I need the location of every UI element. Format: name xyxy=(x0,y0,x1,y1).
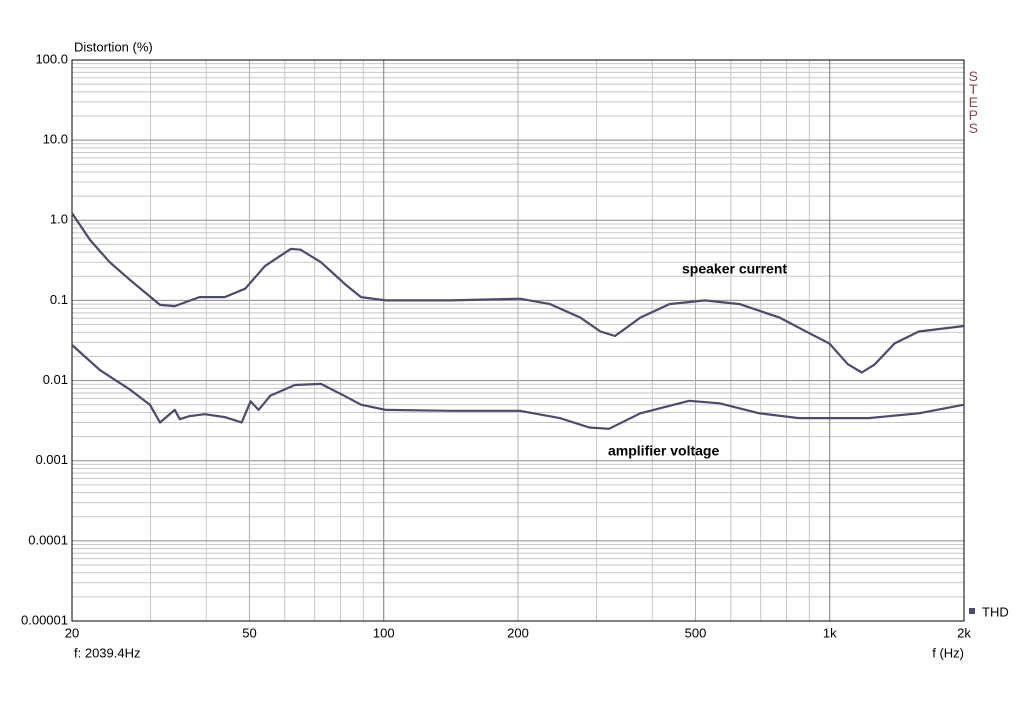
series-line xyxy=(71,212,965,374)
plot-frame xyxy=(71,59,965,622)
x-tick-label: 20 xyxy=(65,625,79,640)
y-tick-label: 0.01 xyxy=(43,372,68,387)
x-tick-label: 1k xyxy=(823,625,837,640)
y-tick-label: 1.0 xyxy=(50,212,68,227)
y-tick-label: 0.0001 xyxy=(28,532,68,547)
x-axis-label: f (Hz) xyxy=(932,645,964,660)
y-tick-label: 0.00001 xyxy=(21,612,68,627)
x-tick-label: 200 xyxy=(507,625,529,640)
y-tick-label: 100.0 xyxy=(35,51,68,66)
status-readout: f: 2039.4Hz xyxy=(74,645,141,660)
y-tick-label: 0.1 xyxy=(50,292,68,307)
x-tick-label: 500 xyxy=(685,625,707,640)
y-tick-label: 10.0 xyxy=(43,132,68,147)
y-tick-label: 0.001 xyxy=(35,452,68,467)
series-line xyxy=(71,344,965,430)
legend-label: THD xyxy=(982,604,1009,619)
x-tick-label: 2k xyxy=(957,625,971,640)
x-tick-label: 50 xyxy=(242,625,256,640)
series-annotation: speaker current xyxy=(682,261,787,277)
brand: STEPS xyxy=(965,68,981,133)
y-axis-label: Distortion (%) xyxy=(74,39,153,54)
legend-marker xyxy=(969,608,975,614)
series-annotation: amplifier voltage xyxy=(608,443,719,459)
x-tick-label: 100 xyxy=(373,625,395,640)
